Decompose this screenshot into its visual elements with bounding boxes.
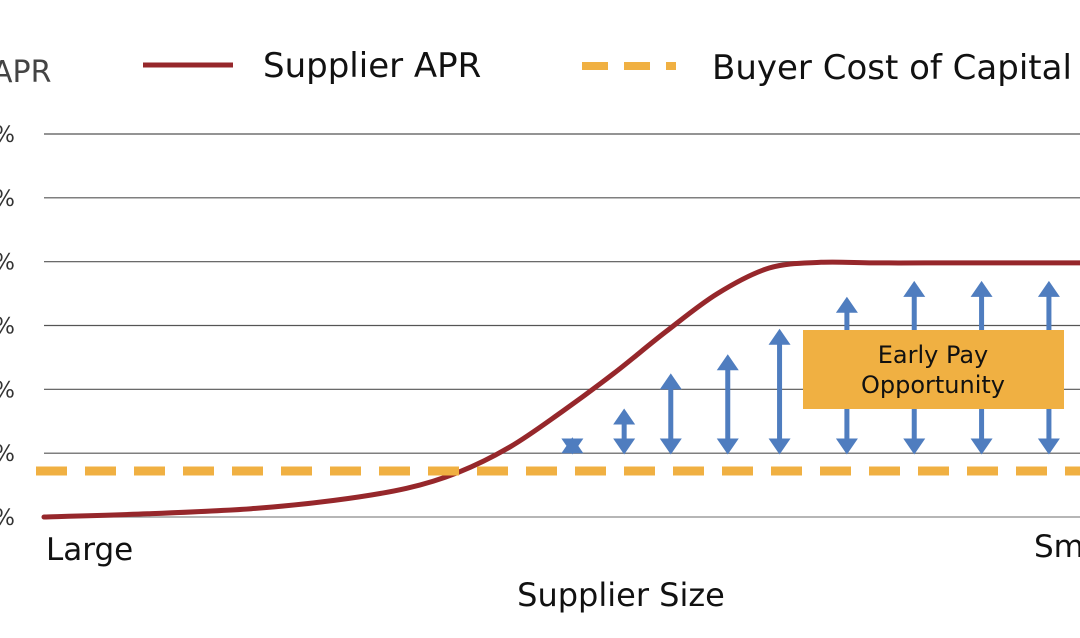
gap-arrow-head-down xyxy=(970,438,993,455)
gap-arrow-4 xyxy=(768,328,791,455)
gap-arrow-1 xyxy=(613,408,636,455)
gap-arrow-head-up xyxy=(716,354,739,371)
y-tick-labels: %%%%%%% xyxy=(0,123,15,531)
legend-label-buyer-cost-of-capital: Buyer Cost of Capital xyxy=(712,48,1072,88)
x-axis-end-label: Small xyxy=(1034,529,1080,565)
y-tick-label-2: % xyxy=(0,378,15,403)
gap-arrow-head-down xyxy=(716,438,739,455)
gap-arrow-head-up xyxy=(613,408,636,425)
gap-arrow-head-up xyxy=(970,280,993,297)
series-line-supplier-apr xyxy=(41,259,1080,520)
gap-arrow-head-up xyxy=(768,328,791,345)
early-pay-text-line-0: Early Pay xyxy=(878,341,989,369)
gap-arrow-head-down xyxy=(768,438,791,455)
gap-arrow-3 xyxy=(716,354,739,455)
y-tick-label-4: % xyxy=(0,251,15,276)
y-tick-label-3: % xyxy=(0,315,15,340)
gap-arrow-head-down xyxy=(659,438,682,455)
gap-arrow-head-up xyxy=(659,373,682,390)
gap-arrow-head-down xyxy=(561,438,584,455)
y-tick-label-0: % xyxy=(0,506,15,531)
y-tick-label-5: % xyxy=(0,187,15,212)
x-axis-title: Supplier Size xyxy=(517,576,725,614)
gap-arrow-head-up xyxy=(903,280,926,297)
gap-arrow-head-down xyxy=(903,438,926,455)
x-axis-start-label: Large xyxy=(46,532,133,568)
legend-item-buyer-cost-of-capital: Buyer Cost of Capital xyxy=(582,48,1072,88)
early-pay-box xyxy=(803,330,1064,409)
legend: Supplier APR Buyer Cost of Capital xyxy=(143,46,1072,88)
legend-label-supplier-apr: Supplier APR xyxy=(263,46,481,86)
gap-arrow-head-down xyxy=(1037,438,1060,455)
gap-arrow-head-down xyxy=(835,438,858,455)
gap-arrow-head-up xyxy=(1037,280,1060,297)
gap-arrow-0 xyxy=(561,437,584,455)
series-lines xyxy=(36,259,1080,520)
gap-arrow-head-up xyxy=(835,296,858,313)
y-tick-label-6: % xyxy=(0,123,15,148)
y-axis-label: APR xyxy=(0,55,51,90)
gap-arrow-2 xyxy=(659,373,682,455)
y-tick-label-1: % xyxy=(0,442,15,467)
legend-item-supplier-apr: Supplier APR xyxy=(143,46,481,86)
early-pay-text-line-1: Opportunity xyxy=(861,371,1005,399)
gridlines xyxy=(44,133,1080,518)
gap-arrow-head-down xyxy=(613,438,636,455)
gap-arrows xyxy=(561,280,1060,455)
